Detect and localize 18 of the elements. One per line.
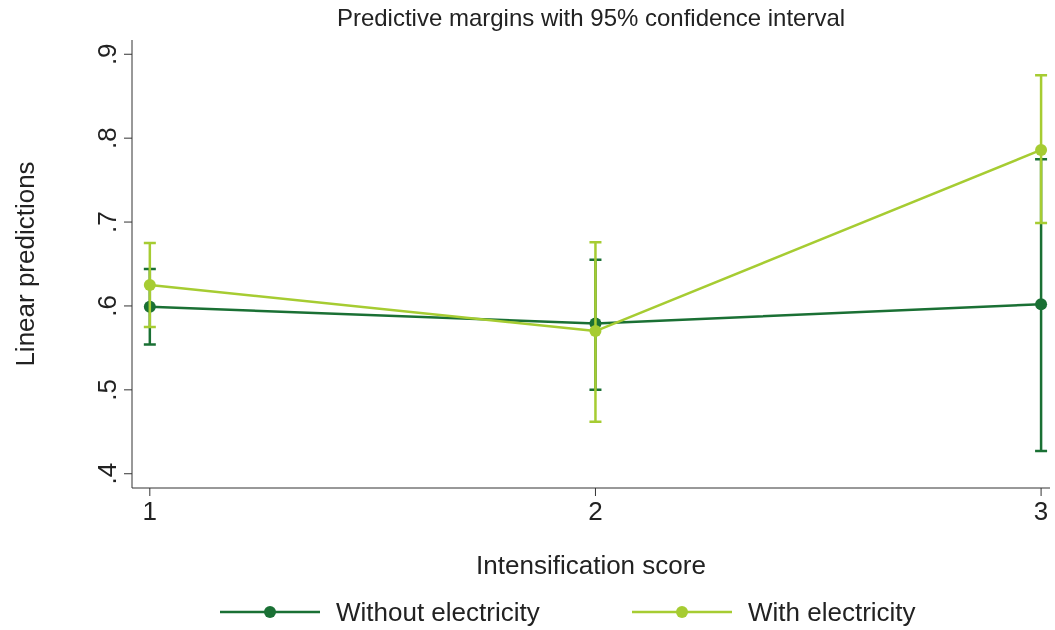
y-tick-label: .5	[92, 379, 122, 401]
point	[589, 325, 602, 338]
legend-label: With electricity	[748, 597, 916, 627]
x-tick-label: 1	[142, 496, 158, 526]
y-tick-label: .4	[92, 462, 122, 485]
y-tick-label: .9	[92, 43, 122, 66]
x-axis-title: Intensification score	[476, 550, 706, 580]
point	[1035, 143, 1048, 156]
x-tick-label: 2	[588, 496, 603, 526]
y-tick-label: .7	[92, 211, 122, 233]
legend-label: Without electricity	[336, 597, 540, 627]
y-axis-title: Linear predictions	[10, 161, 40, 367]
x-tick-label: 3	[1033, 496, 1049, 526]
point	[1035, 298, 1048, 311]
y-tick-label: .8	[92, 127, 122, 149]
y-tick-label: .6	[92, 295, 122, 317]
point	[143, 278, 156, 291]
chart-title: Predictive margins with 95% confidence interval	[336, 4, 846, 31]
